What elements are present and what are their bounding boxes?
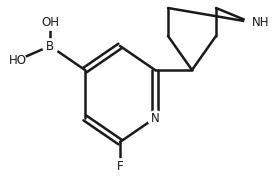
Text: NH: NH [252,16,269,28]
Text: HO: HO [9,54,27,66]
Text: B: B [46,40,54,52]
Text: OH: OH [41,16,59,28]
Text: F: F [117,160,123,172]
Text: N: N [151,112,159,124]
